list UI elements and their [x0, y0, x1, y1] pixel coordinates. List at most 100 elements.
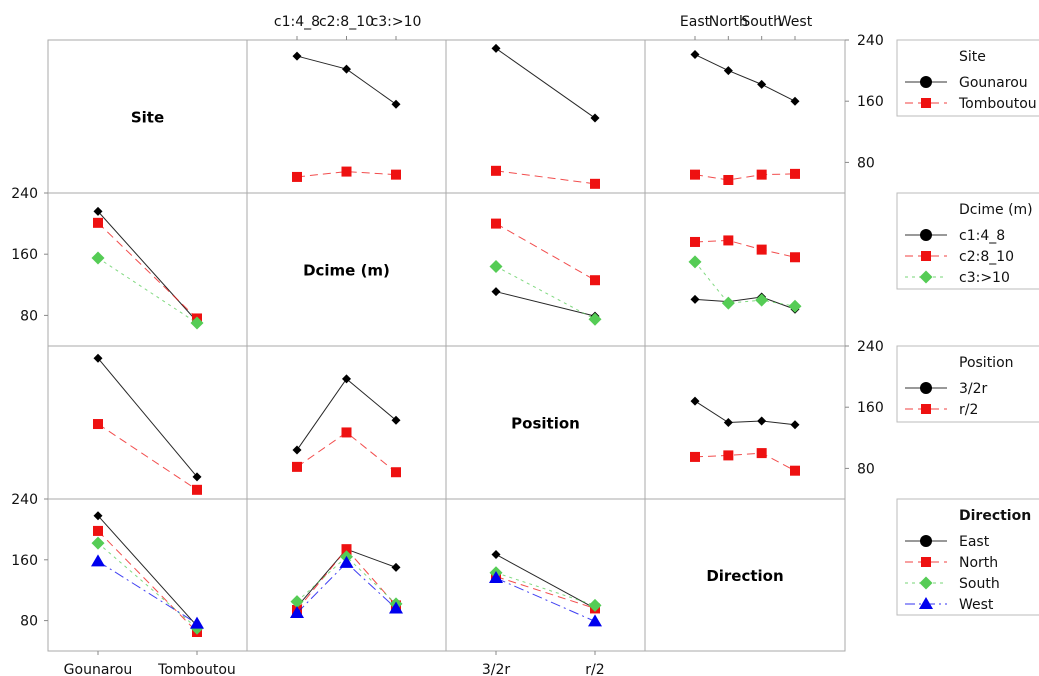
series-line-gounarou [296, 55, 397, 105]
series-point-gounarou [342, 64, 351, 74]
series-point-c2-8-10 [723, 235, 734, 246]
y-tick-label-80: 80 [20, 614, 38, 630]
legend-entry-west: West [959, 597, 994, 613]
legend-marker [919, 576, 933, 590]
series-point-west [190, 616, 204, 629]
legend-entry-c2-8-10: c2:8_10 [959, 249, 1014, 265]
series-point-tomboutou [341, 166, 352, 177]
series-line-gounarou [694, 54, 796, 102]
legend-title: Site [959, 49, 986, 65]
cell-r2-c3 [690, 396, 800, 476]
series-point-gounarou [391, 99, 401, 109]
series-line-r-2 [296, 431, 397, 473]
legend-box [896, 498, 1039, 616]
legend-entry-south: South [959, 576, 1000, 592]
series-point-r-2 [292, 461, 302, 472]
legend-marker [919, 270, 933, 284]
y-tick-label-160: 160 [857, 400, 884, 416]
y-tick-label-240: 240 [857, 33, 884, 49]
series-point-r-2 [93, 419, 103, 430]
series-line-c1-4-8 [97, 211, 198, 322]
legend-title: Dcime (m) [959, 202, 1033, 218]
series-point-r-2 [391, 467, 401, 478]
series-point-r-2 [790, 465, 800, 476]
series-line-east [97, 515, 198, 627]
cell-r1-c3 [688, 235, 802, 314]
legend-entry-north: North [959, 555, 998, 571]
series-line-south [495, 572, 596, 606]
cell-r1-c0 [91, 206, 204, 330]
series-point-tomboutou [292, 171, 302, 182]
legend-entry-east: East [959, 534, 990, 550]
series-line-gounarou [495, 48, 596, 119]
y-tick-label-240: 240 [11, 492, 38, 508]
series-point-c3-10 [489, 259, 503, 273]
legend-box [896, 192, 1039, 290]
series-point-c1-4-8 [93, 206, 103, 216]
series-line-tomboutou [296, 171, 397, 178]
legend-entry-3-2r: 3/2r [959, 381, 988, 397]
panel-grid [47, 39, 846, 652]
cell-r0-c3 [690, 50, 800, 185]
series-line-r-2 [97, 423, 198, 491]
interaction-series [91, 43, 802, 637]
series-point-tomboutou [790, 168, 800, 179]
series-point-west [489, 571, 503, 584]
series-line-north [97, 530, 198, 633]
x-tick-label-north: North [709, 14, 748, 30]
series-point-west [389, 601, 403, 614]
legend-dcime-m: Dcime (m) c1:4_8 c2:8_10 c3:>10 [896, 192, 1039, 290]
legend-position: Position 3/2r r/2 [896, 345, 1039, 423]
series-point-gounarou [757, 79, 767, 89]
y-tick-label-160: 160 [11, 247, 38, 263]
legend-marker [921, 251, 931, 261]
series-point-c3-10 [788, 299, 802, 313]
series-point-3-2r [757, 416, 767, 426]
series-point-gounarou [790, 96, 800, 106]
y-tick-label-240: 240 [857, 339, 884, 355]
cell-r2-c0 [93, 353, 202, 495]
series-line-c2-8-10 [694, 239, 796, 258]
series-line-south [296, 556, 397, 605]
series-line-tomboutou [495, 170, 596, 185]
series-point-c1-4-8 [491, 287, 501, 297]
cell-r3-c2 [489, 549, 602, 627]
series-line-3-2r [694, 400, 796, 426]
cell-r1-c2 [489, 218, 602, 326]
series-point-tomboutou [756, 169, 767, 180]
series-line-north [495, 576, 596, 609]
series-point-gounarou [690, 50, 700, 60]
y-tick-label-80: 80 [857, 155, 875, 171]
cell-r0-c2 [491, 43, 600, 189]
series-point-c3-10 [755, 293, 769, 307]
series-point-r-2 [756, 448, 767, 459]
series-line-r-2 [694, 452, 796, 472]
series-line-tomboutou [694, 173, 796, 181]
legend-title: Position [959, 355, 1014, 371]
series-line-west [296, 562, 397, 614]
series-line-c1-4-8 [694, 296, 796, 310]
legend-marker-circle [920, 382, 932, 394]
series-point-r-2 [341, 427, 352, 438]
legend-entry-c1-4-8: c1:4_8 [959, 228, 1005, 244]
factor-labels: Site Dcime (m) Position Direction [131, 109, 784, 586]
series-point-r-2 [690, 451, 700, 462]
y-tick-label-240: 240 [11, 186, 38, 202]
series-point-c3-10 [91, 251, 105, 265]
series-line-c3-10 [495, 265, 596, 320]
series-point-south [290, 595, 304, 609]
x-tick-label-c1-4-8: c1:4_8 [274, 14, 320, 30]
series-point-c3-10 [688, 255, 702, 269]
series-point-3-2r [292, 445, 302, 455]
cell-r3-c0 [91, 511, 204, 637]
series-point-west [588, 614, 602, 627]
series-point-tomboutou [590, 178, 600, 189]
series-line-south [97, 542, 198, 629]
x-tick-label-gounarou: Gounarou [64, 662, 133, 676]
series-point-3-2r [690, 396, 700, 406]
series-point-3-2r [192, 472, 202, 482]
x-tick-label-c3-10: c3:>10 [371, 14, 422, 30]
series-line-3-2r [296, 378, 397, 451]
